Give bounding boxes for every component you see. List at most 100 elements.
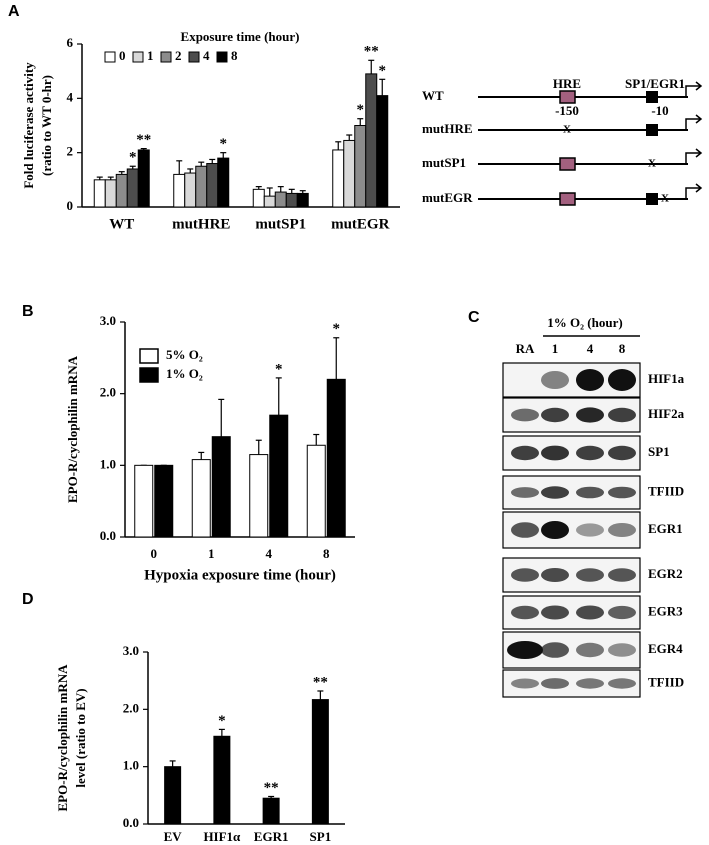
blot-band — [576, 486, 604, 499]
blot-band — [511, 487, 539, 498]
significance: ** — [136, 132, 151, 148]
bar — [343, 139, 356, 208]
bar — [104, 179, 117, 208]
diagram-label: -150 — [555, 103, 579, 118]
hre-box — [559, 192, 576, 206]
bar — [173, 173, 186, 208]
significance: * — [333, 321, 341, 337]
bar — [354, 125, 367, 208]
bar — [211, 436, 231, 538]
blot-band — [541, 486, 569, 499]
blot-band — [511, 678, 539, 689]
blot-row-label: SP1 — [648, 444, 670, 459]
x-tick-label: EV — [164, 829, 183, 844]
blot-band — [608, 643, 636, 657]
blot-row-label: EGR3 — [648, 603, 683, 618]
significance: ** — [364, 44, 379, 60]
panel-label: B — [22, 303, 34, 320]
tss-arrow — [685, 183, 703, 199]
x-tick-label: mutSP1 — [255, 216, 306, 232]
bar — [217, 157, 230, 208]
mutation-mark: X — [648, 158, 656, 170]
tss-arrow — [685, 148, 703, 164]
bar — [164, 766, 182, 825]
lane-label: RA — [516, 341, 535, 356]
x-tick-label: mutEGR — [331, 216, 390, 232]
blot-band — [541, 521, 569, 539]
bar — [206, 163, 219, 208]
blot-band — [541, 605, 569, 620]
blot-band — [608, 445, 636, 461]
bar — [365, 73, 378, 208]
blot-band — [576, 445, 604, 461]
sp1-box — [646, 193, 658, 205]
diagram-label: HRE — [553, 76, 581, 91]
legend-swatch — [160, 51, 172, 63]
y-axis-label: EPO-R/cyclophilin mRNA — [55, 664, 70, 812]
y-tick-label: 4 — [67, 89, 74, 104]
y-tick-label: 3.0 — [123, 643, 139, 658]
significance: * — [218, 713, 226, 729]
bar — [263, 195, 276, 208]
lane-label: 8 — [619, 341, 626, 356]
legend-swatch — [104, 51, 116, 63]
bar — [252, 188, 265, 208]
x-tick-label: mutHRE — [172, 216, 230, 232]
bar — [137, 149, 150, 208]
construct-label: mutSP1 — [422, 155, 466, 170]
x-tick-label: HIF1α — [203, 829, 241, 844]
legend-swatch — [216, 51, 228, 63]
x-tick-label: SP1 — [310, 829, 332, 844]
blot-band — [608, 678, 636, 689]
hre-box — [559, 90, 576, 104]
x-tick-label: 0 — [151, 546, 158, 561]
blot-band — [576, 605, 604, 620]
blot-band — [576, 642, 604, 658]
legend-label: 0 — [119, 48, 126, 63]
significance: * — [379, 63, 387, 79]
bar — [134, 464, 154, 538]
bar — [213, 735, 231, 825]
blot-row-label: EGR2 — [648, 566, 683, 581]
bar — [154, 464, 174, 538]
construct-label: mutHRE — [422, 121, 473, 136]
x-tick-label: 1 — [208, 546, 215, 561]
blot-row-label: EGR1 — [648, 521, 683, 536]
panel-label: A — [8, 3, 20, 20]
bar — [93, 179, 106, 208]
mutation-mark: X — [661, 193, 669, 205]
x-tick-label: 8 — [323, 546, 330, 561]
x-tick-label: WT — [109, 216, 134, 232]
blot-band — [576, 568, 604, 582]
blot-band — [541, 407, 569, 423]
blot-band — [576, 369, 604, 391]
legend-swatch — [188, 51, 200, 63]
blot-band — [576, 523, 604, 537]
x-axis-label: Hypoxia exposure time (hour) — [144, 567, 336, 583]
blot-band — [507, 641, 543, 659]
bar — [115, 173, 128, 208]
bar — [262, 797, 280, 825]
bar — [285, 192, 298, 208]
blot-band — [608, 369, 636, 391]
blot-row-label: HIF2a — [648, 406, 685, 421]
bar — [249, 454, 269, 538]
bar — [311, 699, 329, 825]
blot-band — [608, 407, 636, 423]
significance: * — [357, 102, 365, 118]
blot-band — [576, 407, 604, 423]
blot-row-label: EGR4 — [648, 641, 683, 656]
y-tick-label: 6 — [67, 35, 74, 50]
blot-band — [576, 678, 604, 689]
y-tick-label: 2.0 — [123, 700, 139, 715]
panel-label: D — [22, 591, 34, 608]
blot-band — [511, 568, 539, 582]
mutation-mark: X — [563, 124, 571, 136]
y-axis-label: (ratio to WT 0-hr) — [39, 75, 54, 176]
y-tick-label: 2 — [67, 144, 74, 159]
lane-label: 1 — [552, 341, 559, 356]
hre-box — [559, 157, 576, 171]
blot-band — [511, 408, 539, 422]
sp1-box — [646, 91, 658, 103]
